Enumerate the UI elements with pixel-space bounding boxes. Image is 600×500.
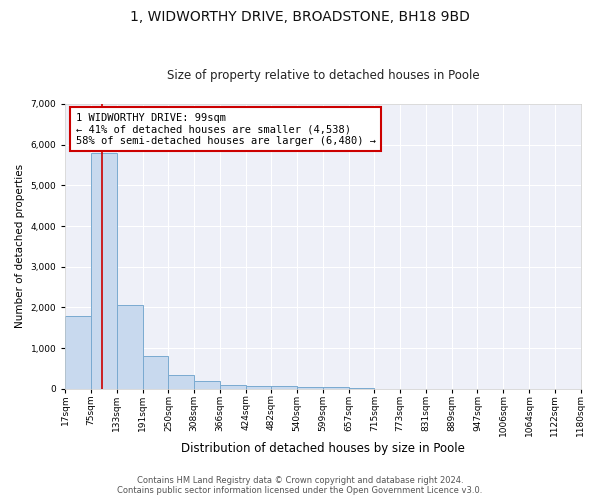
Text: 1 WIDWORTHY DRIVE: 99sqm
← 41% of detached houses are smaller (4,538)
58% of sem: 1 WIDWORTHY DRIVE: 99sqm ← 41% of detach… bbox=[76, 112, 376, 146]
Bar bbox=[220, 384, 245, 389]
Bar bbox=[245, 386, 271, 389]
Bar bbox=[117, 306, 143, 389]
Y-axis label: Number of detached properties: Number of detached properties bbox=[15, 164, 25, 328]
Bar bbox=[143, 356, 169, 389]
Bar bbox=[91, 153, 117, 389]
Bar bbox=[349, 388, 374, 389]
Bar bbox=[169, 375, 194, 389]
X-axis label: Distribution of detached houses by size in Poole: Distribution of detached houses by size … bbox=[181, 442, 465, 455]
Title: Size of property relative to detached houses in Poole: Size of property relative to detached ho… bbox=[167, 69, 479, 82]
Bar bbox=[65, 316, 91, 389]
Bar bbox=[323, 387, 349, 389]
Bar bbox=[297, 386, 323, 389]
Bar bbox=[194, 381, 220, 389]
Text: Contains HM Land Registry data © Crown copyright and database right 2024.
Contai: Contains HM Land Registry data © Crown c… bbox=[118, 476, 482, 495]
Text: 1, WIDWORTHY DRIVE, BROADSTONE, BH18 9BD: 1, WIDWORTHY DRIVE, BROADSTONE, BH18 9BD bbox=[130, 10, 470, 24]
Bar bbox=[271, 386, 297, 389]
